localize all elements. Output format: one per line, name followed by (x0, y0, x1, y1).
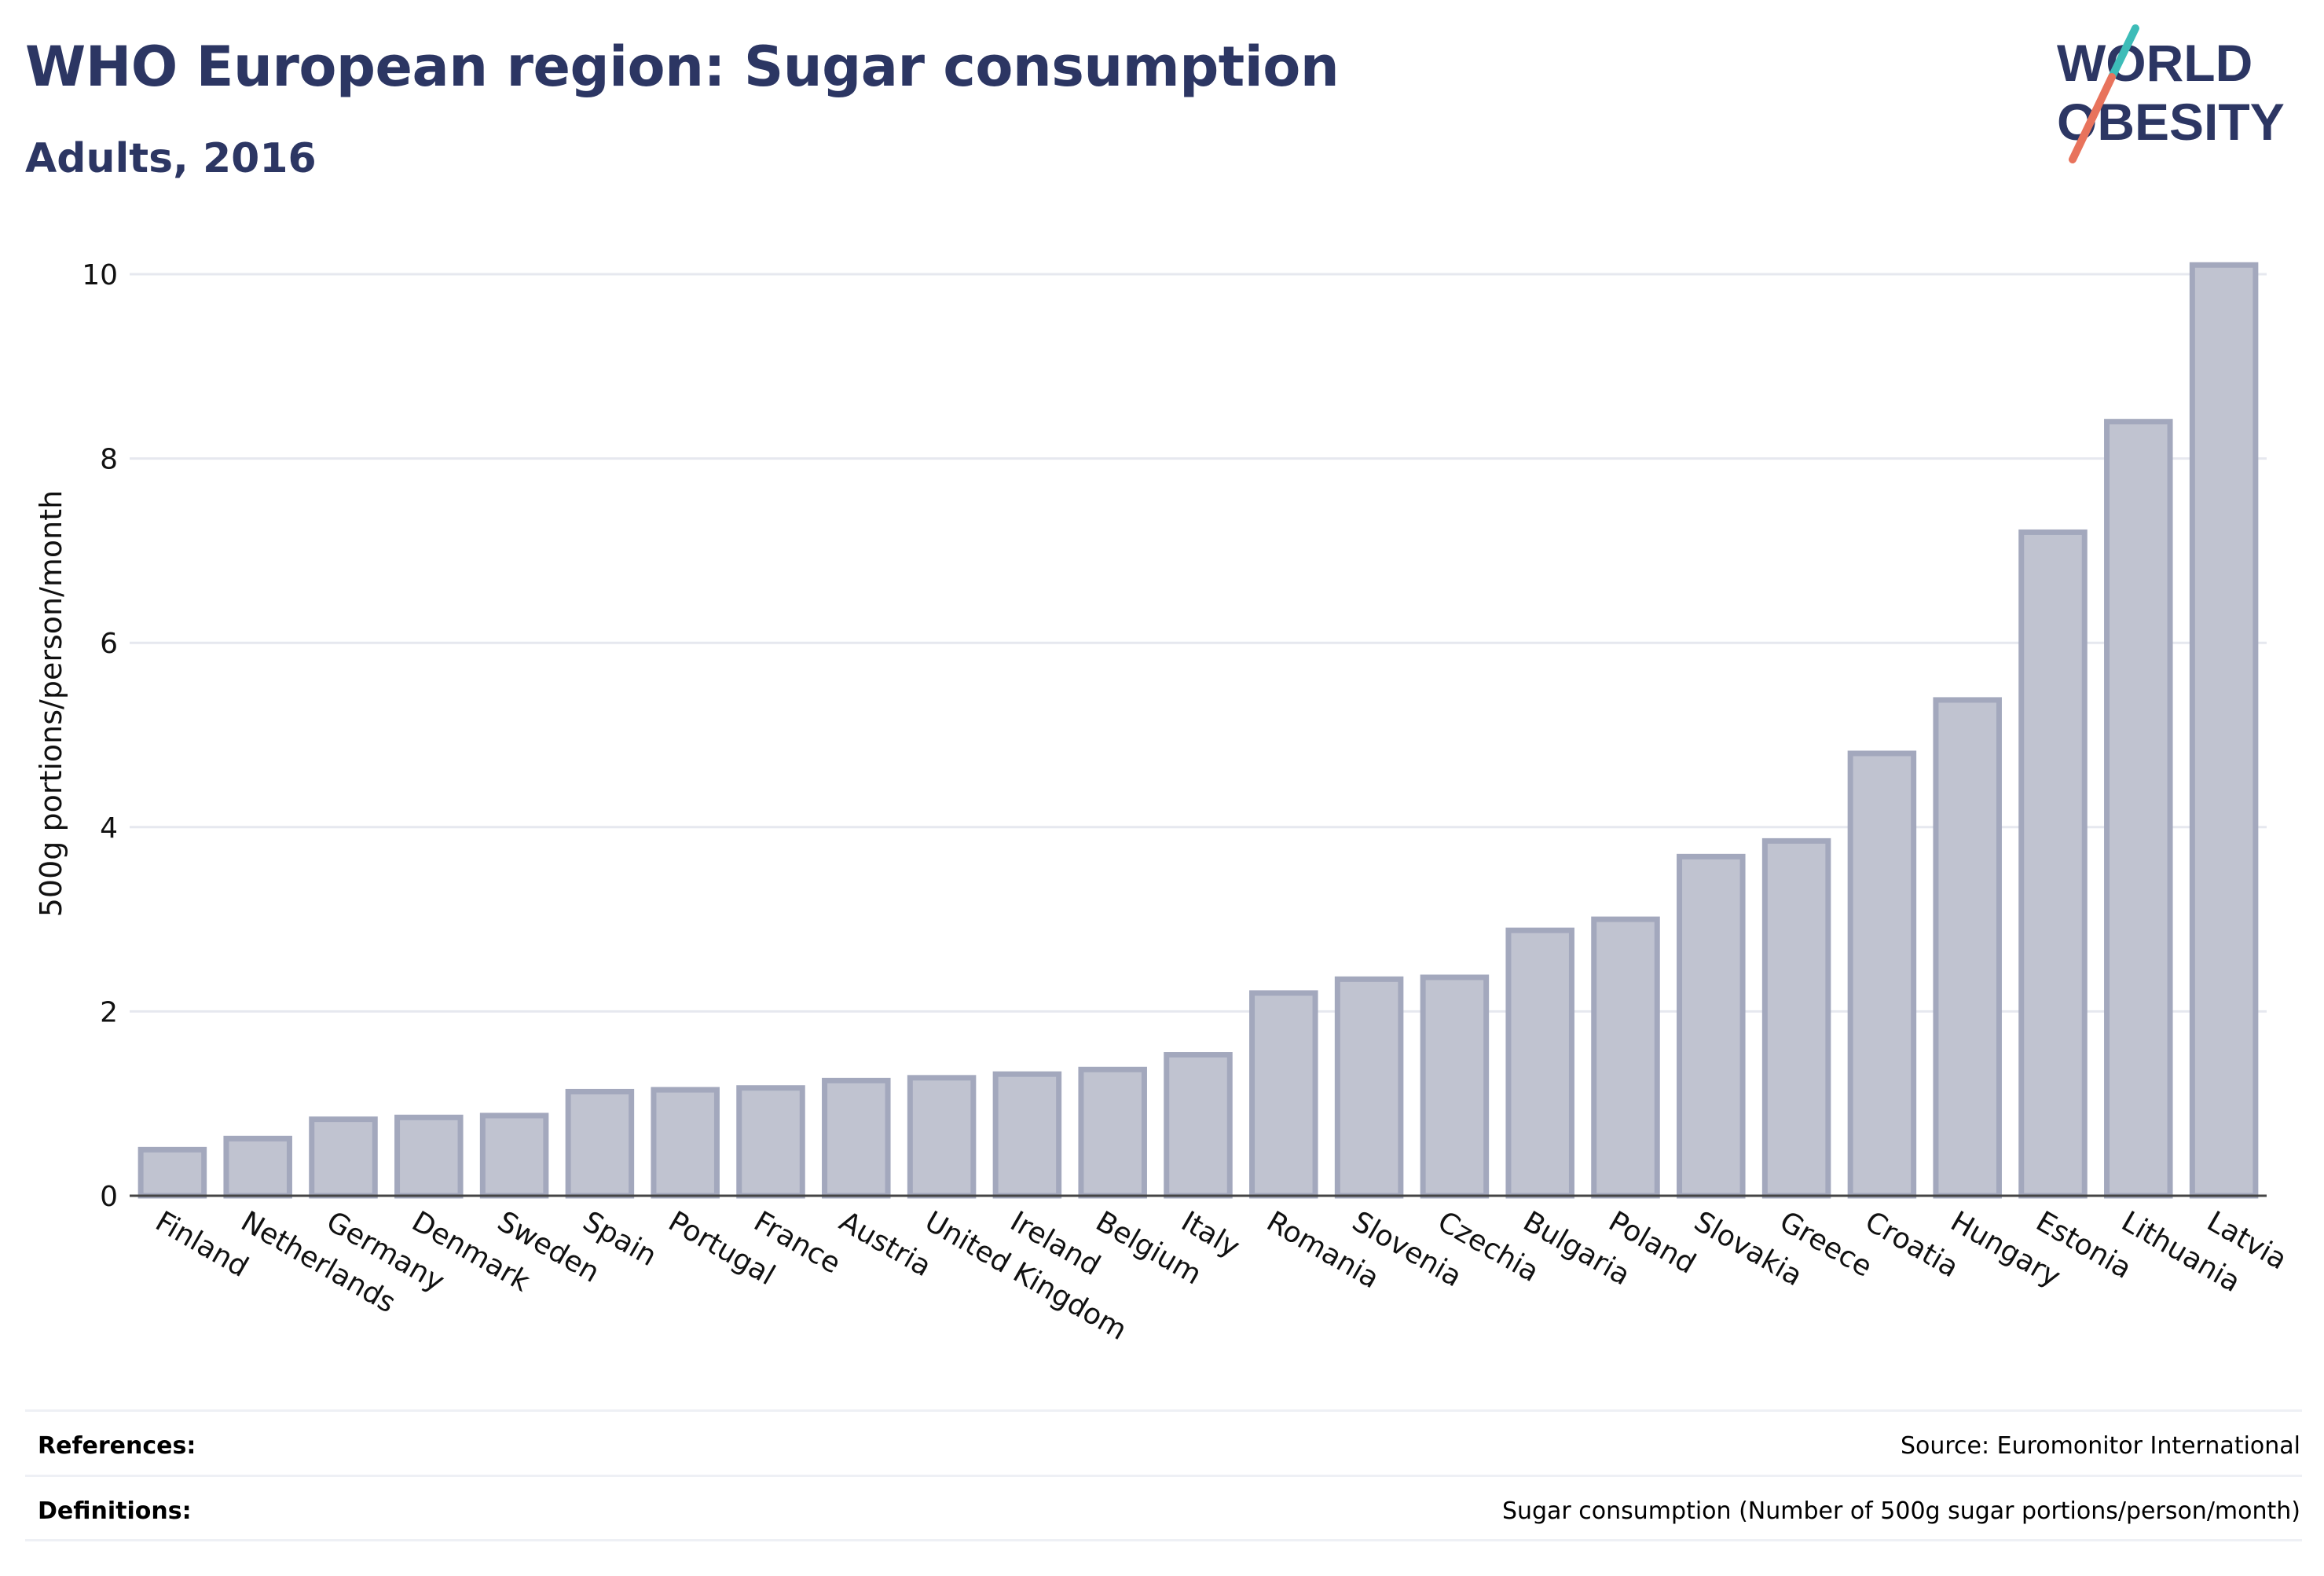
bar (1761, 837, 1831, 1199)
bar (2104, 419, 2173, 1199)
bar (736, 1085, 805, 1199)
bar (907, 1075, 977, 1199)
bar (1933, 697, 2002, 1199)
y-axis-label: 500g portions/person/month (34, 490, 68, 918)
bar (1420, 974, 1490, 1199)
bar (651, 1087, 720, 1199)
footer-divider-top (25, 1409, 2302, 1412)
bar (1591, 916, 1660, 1199)
y-tick-label: 2 (100, 996, 118, 1028)
bar (309, 1116, 378, 1199)
bar (1847, 750, 1917, 1199)
definitions-label: Definitions: (38, 1497, 192, 1525)
references-label: References: (38, 1432, 196, 1460)
logo-teal-slash (2108, 24, 2139, 81)
bar (2018, 529, 2088, 1199)
chart-title: WHO European region: Sugar consumption (25, 35, 1340, 99)
bar (223, 1135, 292, 1199)
bar (1505, 927, 1574, 1199)
x-tick-label: Austria (834, 1205, 937, 1283)
bar (137, 1146, 207, 1199)
y-tick-label: 8 (100, 444, 118, 476)
logo-coral-slash (2069, 73, 2116, 163)
bar (2189, 262, 2259, 1199)
x-tick-label: Finland (150, 1205, 254, 1284)
bar (1334, 976, 1404, 1199)
y-tick-label: 10 (82, 259, 118, 291)
x-axis-ticks: FinlandNetherlandsGermanyDenmarkSwedenSp… (150, 1205, 2293, 1347)
bar (394, 1114, 464, 1199)
definitions-value: Sugar consumption (Number of 500g sugar … (1501, 1497, 2300, 1525)
x-tick-label: Croatia (1860, 1205, 1964, 1284)
footer-divider-bottom (25, 1539, 2302, 1541)
bar (1078, 1066, 1147, 1199)
y-tick-label: 6 (100, 628, 118, 660)
bar (479, 1112, 549, 1199)
footer-divider-middle (25, 1475, 2302, 1477)
y-axis-ticks: 0 2 4 6 8 10 (82, 259, 118, 1213)
y-tick-label: 4 (100, 812, 118, 845)
world-obesity-logo: WORLD OBESITY (2057, 24, 2285, 163)
bar (1677, 853, 1746, 1199)
bar (1249, 990, 1318, 1199)
bars (137, 262, 2259, 1199)
bar (1164, 1052, 1233, 1199)
bar (565, 1088, 635, 1199)
chart-subtitle: Adults, 2016 (25, 135, 317, 182)
bar (992, 1071, 1062, 1199)
bar-chart: 0 2 4 6 8 10 FinlandNetherlandsGermanyDenmark… (34, 259, 2293, 1347)
y-tick-label: 0 (100, 1181, 118, 1213)
bar (822, 1077, 891, 1199)
logo-line-1: WORLD (2057, 34, 2253, 92)
references-value: Source: Euromonitor International (1900, 1432, 2300, 1460)
